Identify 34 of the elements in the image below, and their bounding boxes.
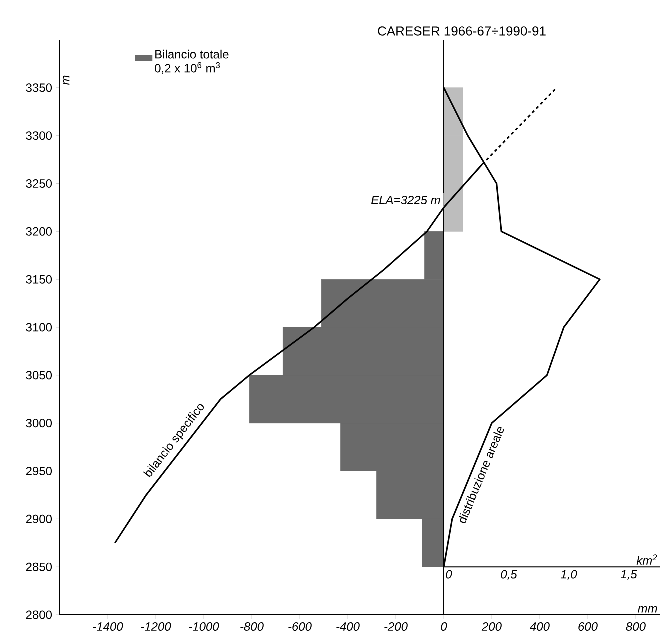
y-tick-label: 3000	[26, 419, 52, 428]
y-tick-label: 2800	[26, 610, 52, 620]
chart-title: CARESER 1966-67÷1990-91	[378, 26, 546, 36]
y-tick-label: 3250	[26, 180, 52, 188]
y-tick-label: 2950	[26, 467, 52, 476]
y-tick-label: 3300	[26, 132, 52, 140]
x2-tick-label: 1,5	[620, 570, 638, 580]
x2-tick-label: 0,5	[501, 570, 518, 580]
x-tick-label: -600	[288, 622, 312, 632]
x2-tick-label: 1,0	[560, 570, 578, 580]
x-tick-label: -1400	[93, 622, 124, 632]
x-tick-label: 800	[626, 622, 646, 632]
y-tick-label: 3150	[26, 275, 52, 284]
x-tick-label: 400	[530, 622, 550, 632]
x-tick-label: -200	[384, 622, 408, 632]
x-tick-label: 200	[482, 622, 502, 632]
y-axis-title: m	[63, 76, 70, 86]
x-tick-label: 0	[441, 622, 448, 632]
x-tick-label: -1000	[189, 622, 220, 632]
y-tick-label: 3200	[26, 227, 52, 236]
y-tick-label: 3100	[26, 323, 52, 332]
y-tick-label: 3050	[26, 371, 52, 380]
legend-label: Bilancio totale 0,2 x 10$^{6}$ m$^{3}$	[155, 50, 229, 74]
y-tick-label: 2900	[26, 514, 52, 524]
y-tick-label: 2850	[26, 562, 52, 572]
x-tick-label: -800	[240, 622, 264, 632]
x-axis-title: mm	[638, 606, 658, 613]
x2-axis-title: km$^{2}$	[636, 554, 658, 565]
y-tick-label: 3350	[26, 84, 52, 92]
x-tick-label: -400	[336, 622, 360, 632]
x2-tick-label: 0	[446, 570, 452, 579]
x-tick-label: 600	[578, 622, 598, 632]
annotation: ELA=3225 m	[371, 196, 440, 205]
x-tick-label: -1200	[141, 622, 172, 632]
